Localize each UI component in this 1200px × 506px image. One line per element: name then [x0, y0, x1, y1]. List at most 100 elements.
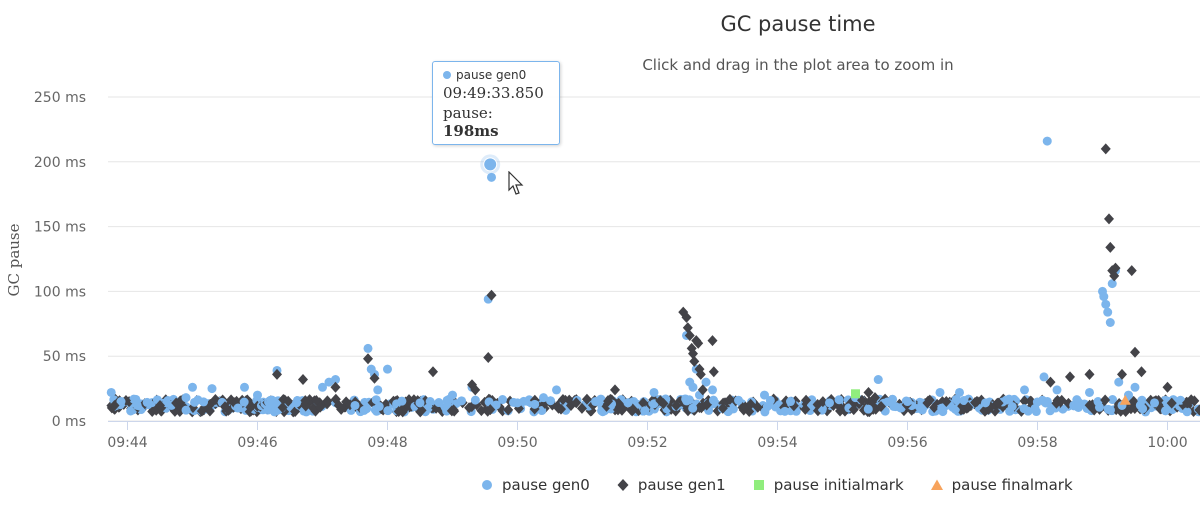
gen1-point[interactable]	[1126, 265, 1137, 277]
gen1-point[interactable]	[603, 395, 614, 407]
gen0-point[interactable]	[397, 396, 407, 406]
gen0-point[interactable]	[359, 405, 369, 415]
gen0-point[interactable]	[371, 395, 381, 405]
gen1-point[interactable]	[1194, 404, 1200, 416]
gen1-point[interactable]	[971, 396, 982, 408]
gen1-point[interactable]	[876, 401, 887, 413]
gen1-point[interactable]	[1130, 346, 1140, 358]
gen1-point[interactable]	[557, 393, 568, 405]
gen0-point[interactable]	[708, 395, 718, 405]
gen0-point[interactable]	[1105, 318, 1115, 328]
gen1-point[interactable]	[1110, 262, 1121, 274]
gen0-point[interactable]	[530, 399, 540, 409]
gen0-point[interactable]	[780, 406, 790, 416]
legend-item[interactable]: pause gen0	[480, 476, 590, 494]
gen1-point[interactable]	[671, 399, 682, 411]
gen0-point[interactable]	[425, 396, 435, 406]
gen1-point[interactable]	[1105, 241, 1116, 253]
gen1-point[interactable]	[576, 402, 587, 414]
gen0-point[interactable]	[688, 382, 698, 392]
gen0-point[interactable]	[301, 407, 311, 417]
gen0-point[interactable]	[383, 406, 393, 416]
gen0-point[interactable]	[484, 397, 494, 407]
gen1-point[interactable]	[1136, 366, 1147, 378]
gen1-point[interactable]	[1019, 395, 1030, 407]
gen0-point[interactable]	[142, 397, 152, 407]
gen1-point[interactable]	[330, 393, 341, 405]
gen0-point[interactable]	[470, 395, 480, 405]
gen1-point[interactable]	[1182, 397, 1192, 409]
gen1-point[interactable]	[336, 403, 347, 415]
gen0-point[interactable]	[1182, 407, 1192, 417]
gen0-point[interactable]	[873, 375, 883, 385]
gen0-point[interactable]	[1150, 398, 1159, 408]
gen0-point[interactable]	[1042, 136, 1052, 146]
gen1-point[interactable]	[707, 335, 718, 347]
gen0-point[interactable]	[199, 397, 209, 407]
gen0-point[interactable]	[951, 394, 961, 404]
gen0-point[interactable]	[546, 396, 556, 406]
hovered-point[interactable]	[483, 157, 498, 172]
gen0-point[interactable]	[825, 398, 834, 408]
gen0-point[interactable]	[889, 401, 899, 411]
gen0-point[interactable]	[363, 343, 373, 353]
gen0-point[interactable]	[863, 404, 873, 414]
legend-item[interactable]: pause initialmark	[752, 476, 904, 494]
gen1-point[interactable]	[220, 401, 230, 413]
gen0-point[interactable]	[318, 382, 327, 392]
gen0-point[interactable]	[513, 398, 522, 408]
gen1-point[interactable]	[503, 404, 514, 416]
gen1-point[interactable]	[684, 329, 695, 341]
gen0-point[interactable]	[701, 377, 711, 387]
gen1-point[interactable]	[1117, 368, 1127, 380]
gen1-point[interactable]	[941, 395, 952, 407]
gen0-point[interactable]	[959, 396, 969, 406]
gen1-point[interactable]	[109, 399, 120, 411]
gen1-point[interactable]	[404, 394, 415, 406]
gen0-point[interactable]	[1032, 397, 1042, 407]
gen1-point[interactable]	[638, 397, 649, 409]
gen0-point[interactable]	[552, 385, 561, 395]
gen1-point[interactable]	[483, 351, 494, 363]
gen0-point[interactable]	[181, 405, 191, 415]
gen0-point[interactable]	[374, 402, 384, 412]
gen1-point[interactable]	[697, 384, 708, 396]
gen0-point[interactable]	[1023, 406, 1033, 416]
gen1-point[interactable]	[688, 348, 698, 360]
gen0-point[interactable]	[292, 398, 301, 408]
gen1-point[interactable]	[922, 397, 933, 409]
gen1-point[interactable]	[1100, 394, 1111, 406]
gen0-point[interactable]	[331, 375, 340, 385]
gen1-point[interactable]	[658, 397, 669, 409]
gen0-point[interactable]	[688, 403, 698, 413]
gen0-point[interactable]	[1101, 299, 1111, 309]
gen0-point[interactable]	[239, 397, 249, 407]
gen0-point[interactable]	[591, 397, 600, 407]
gen0-point[interactable]	[903, 397, 912, 407]
gen1-point[interactable]	[870, 392, 880, 404]
gen1-point[interactable]	[308, 402, 319, 414]
gen1-point[interactable]	[581, 393, 592, 405]
gen1-point[interactable]	[745, 398, 756, 410]
gen1-point[interactable]	[486, 289, 497, 301]
gen1-point[interactable]	[693, 337, 704, 349]
gen1-point[interactable]	[555, 403, 566, 415]
gen0-point[interactable]	[498, 395, 508, 405]
gen0-point[interactable]	[190, 397, 200, 407]
gen0-point[interactable]	[834, 395, 844, 405]
gen0-point[interactable]	[1099, 292, 1109, 302]
gen0-point[interactable]	[1107, 279, 1117, 289]
gen0-point[interactable]	[938, 407, 948, 417]
gen0-point[interactable]	[106, 387, 116, 397]
gen0-point[interactable]	[1005, 406, 1015, 416]
gen0-point[interactable]	[434, 398, 444, 408]
gen1-point[interactable]	[708, 366, 719, 378]
gen1-point[interactable]	[330, 381, 341, 393]
gen1-point[interactable]	[470, 384, 481, 396]
gen0-point[interactable]	[728, 404, 738, 414]
gen1-point[interactable]	[1162, 381, 1173, 393]
gen0-point[interactable]	[116, 397, 126, 407]
gen1-point[interactable]	[300, 395, 311, 407]
gen0-point[interactable]	[917, 405, 927, 415]
